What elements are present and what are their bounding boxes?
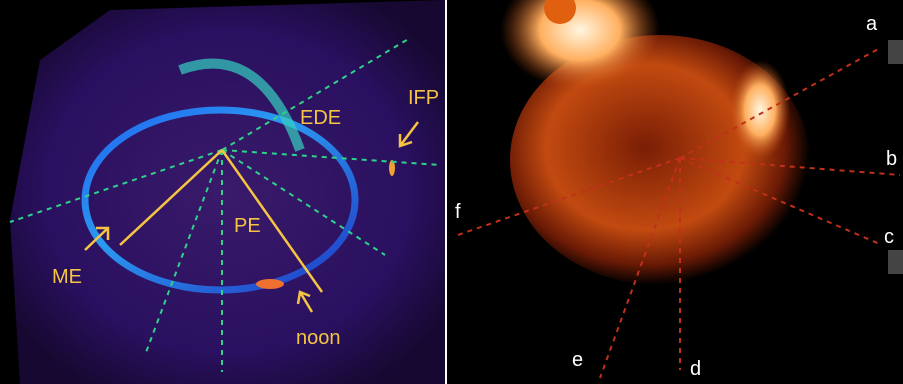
left-panel: EDE IFP PE ME noon: [0, 0, 445, 384]
glow-spot: [730, 60, 790, 160]
marker: [888, 40, 903, 64]
label: noon: [296, 327, 341, 349]
hot-spot: [256, 279, 284, 289]
figure: EDE IFP PE ME noon a b c d e f: [0, 0, 903, 384]
label: a: [866, 13, 878, 35]
label: IFP: [408, 87, 439, 109]
label: PE: [234, 215, 261, 237]
label: e: [572, 349, 583, 371]
label: ME: [52, 266, 82, 288]
right-panel: a b c d e f: [447, 0, 903, 384]
label: f: [455, 201, 461, 223]
image-field: [10, 0, 445, 384]
label: c: [884, 226, 894, 248]
label: b: [886, 148, 897, 170]
marker: [888, 250, 903, 274]
label: d: [690, 358, 701, 380]
label: EDE: [300, 107, 341, 129]
